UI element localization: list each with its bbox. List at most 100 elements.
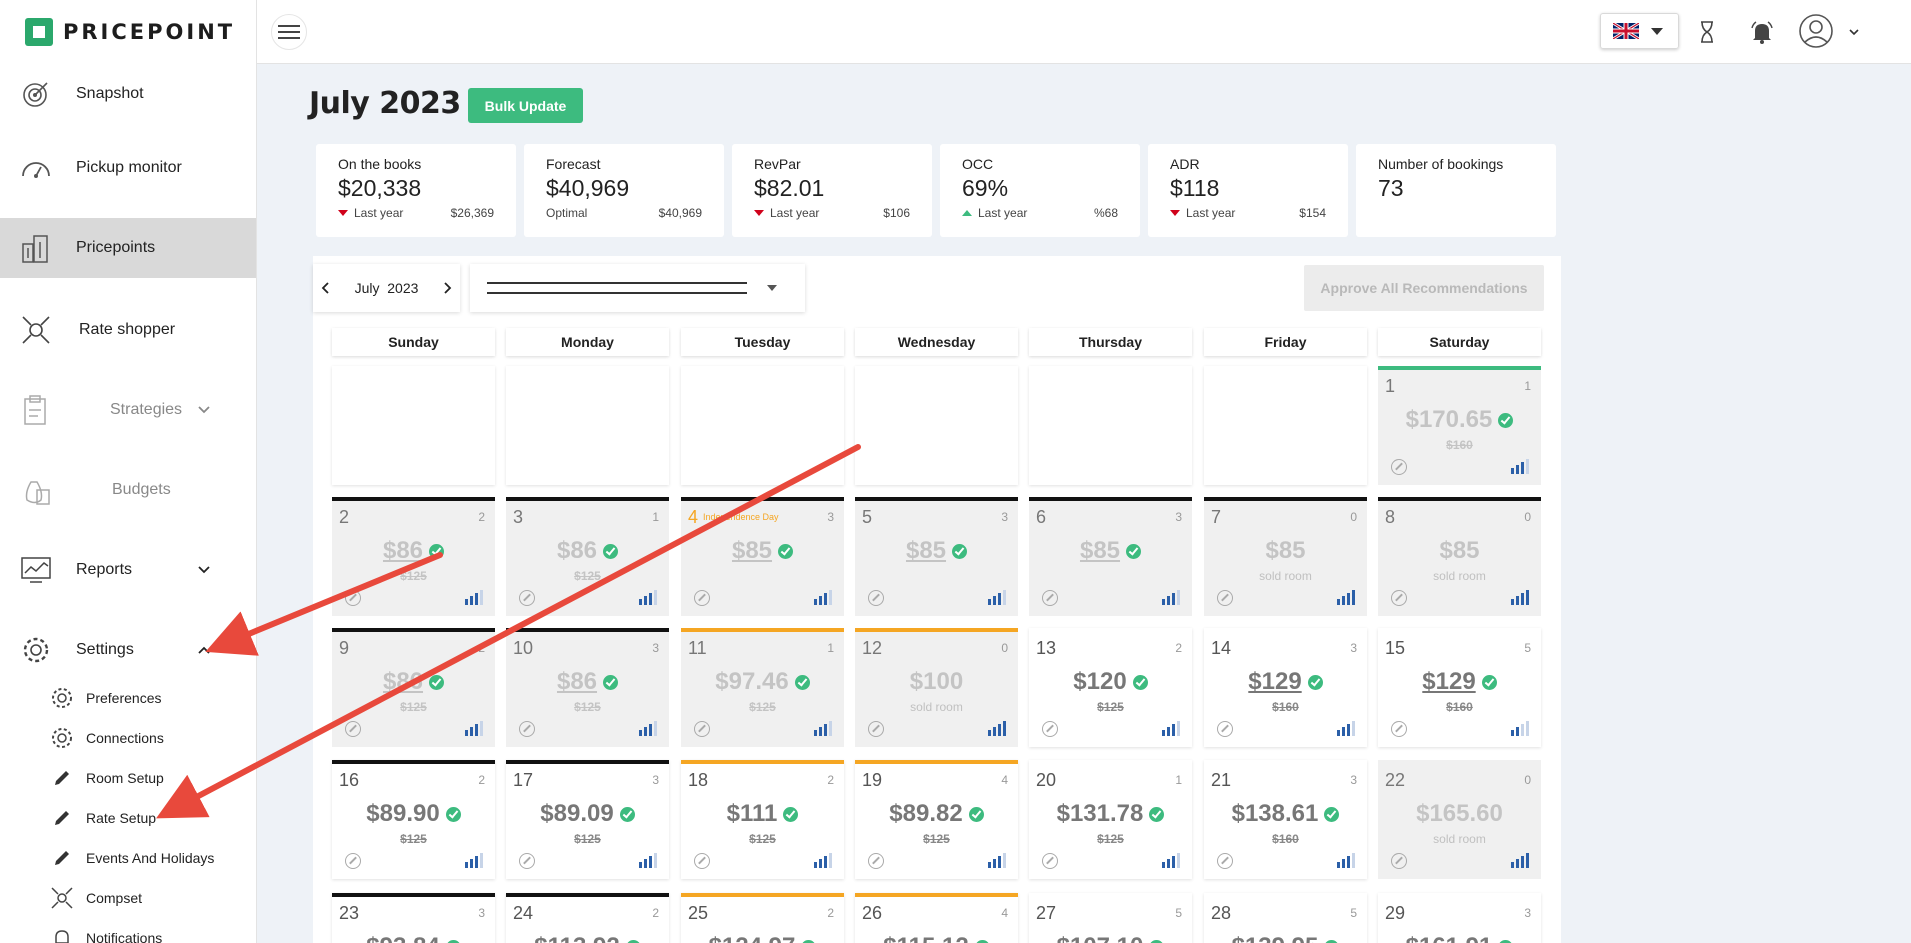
recommended-price[interactable]: $165.60 [1416,800,1503,827]
check-circle-icon[interactable] [778,543,794,559]
check-circle-icon[interactable] [1324,806,1340,822]
sidebar-item-budgets[interactable]: Budgets [0,460,256,520]
recommended-price[interactable]: $129 [1422,668,1476,695]
calendar-day-cell[interactable]: 20 1 $131.78 $125 [1029,760,1192,879]
calendar-day-cell[interactable]: 6 3 $85 [1029,497,1192,616]
calendar-day-cell[interactable]: 24 2 $113.92 [506,893,669,943]
calendar-day-cell[interactable]: 23 3 $93.84 [332,893,495,943]
calendar-day-cell[interactable]: 10 3 $86 $125 [506,628,669,747]
check-circle-icon[interactable] [429,543,445,559]
recommended-price[interactable]: $100 [909,668,964,695]
recommended-price[interactable]: $138.61 [1231,800,1319,827]
calendar-day-cell[interactable]: 14 3 $129 $160 [1204,628,1367,747]
recommended-price[interactable]: $89.09 [540,800,614,827]
calendar-day-cell[interactable]: 12 0 $100 sold room [855,628,1018,747]
check-circle-icon[interactable] [1324,939,1340,943]
sidebar-subitem-rate-setup[interactable]: Rate Setup [50,804,156,832]
recommended-price[interactable]: $86 [382,537,424,564]
recommended-price[interactable]: $97.46 [715,668,789,695]
check-circle-icon[interactable] [974,939,990,943]
calendar-day-cell[interactable]: 7 0 $85 sold room [1204,497,1367,616]
calendar-day-cell[interactable]: 18 2 $111 $125 [681,760,844,879]
calendar-day-cell[interactable]: 19 4 $89.82 $125 [855,760,1018,879]
sidebar-subitem-notifications[interactable]: Notifications [50,924,162,943]
calendar-day-cell[interactable]: 1 1 $170.65 $160 [1378,366,1541,485]
sidebar-subitem-room-setup[interactable]: Room Setup [50,764,164,792]
check-circle-icon[interactable] [1498,939,1514,943]
recommended-price[interactable]: $111 [726,800,778,827]
calendar-day-cell[interactable]: 26 4 $115.12 [855,893,1018,943]
edit-price-icon[interactable] [694,853,710,869]
check-circle-icon[interactable] [1498,412,1514,428]
calendar-day-cell[interactable]: 3 1 $86 $125 [506,497,669,616]
edit-price-icon[interactable] [1217,721,1233,737]
check-circle-icon[interactable] [783,806,799,822]
check-circle-icon[interactable] [801,939,817,943]
check-circle-icon[interactable] [619,806,635,822]
recommended-price[interactable]: $85 [731,537,773,564]
check-circle-icon[interactable] [1126,543,1142,559]
recommended-price[interactable]: $93.84 [366,933,439,943]
edit-price-icon[interactable] [868,721,884,737]
calendar-day-cell[interactable]: 8 0 $85 sold room [1378,497,1541,616]
notifications-button[interactable] [1744,14,1780,50]
recommended-price[interactable]: $120 [1073,668,1127,695]
check-circle-icon[interactable] [445,939,461,943]
edit-price-icon[interactable] [519,721,535,737]
check-circle-icon[interactable] [952,543,968,559]
sidebar-item-pricepoints[interactable]: Pricepoints [0,218,256,278]
recommended-price[interactable]: $89.90 [366,800,440,827]
check-circle-icon[interactable] [968,806,984,822]
edit-price-icon[interactable] [1042,590,1058,606]
edit-price-icon[interactable] [1391,590,1407,606]
recommended-price[interactable]: $107.10 [1057,933,1144,943]
sidebar-subitem-preferences[interactable]: Preferences [50,684,161,712]
edit-price-icon[interactable] [345,590,361,606]
edit-price-icon[interactable] [1217,853,1233,869]
prev-month-button[interactable] [313,264,339,312]
check-circle-icon[interactable] [1481,674,1497,690]
calendar-day-cell[interactable]: 5 3 $85 [855,497,1018,616]
recommended-price[interactable]: $86 [556,537,598,564]
next-month-button[interactable] [434,264,460,312]
calendar-day-cell[interactable]: 28 5 $139.95 [1204,893,1367,943]
calendar-day-cell[interactable]: 17 3 $89.09 $125 [506,760,669,879]
edit-price-icon[interactable] [1391,721,1407,737]
calendar-day-cell[interactable]: 29 3 $161.91 [1378,893,1541,943]
edit-price-icon[interactable] [868,590,884,606]
recommended-price[interactable]: $139.95 [1232,933,1319,943]
sidebar-item-rate-shopper[interactable]: Rate shopper [0,300,256,360]
hamburger-menu-button[interactable] [271,14,307,50]
calendar-day-cell[interactable]: 16 2 $89.90 $125 [332,760,495,879]
check-circle-icon[interactable] [429,674,445,690]
sidebar-item-snapshot[interactable]: Snapshot [0,64,256,124]
calendar-day-cell[interactable]: 4 3 Independence Day $85 [681,497,844,616]
calendar-day-cell[interactable]: 21 3 $138.61 $160 [1204,760,1367,879]
check-circle-icon[interactable] [1307,674,1323,690]
recommended-price[interactable]: $85 [905,537,947,564]
check-circle-icon[interactable] [1149,939,1165,943]
check-circle-icon[interactable] [625,939,641,943]
calendar-day-cell[interactable]: 15 5 $129 $160 [1378,628,1541,747]
recommended-price[interactable]: $85 [1079,537,1121,564]
sidebar-subitem-connections[interactable]: Connections [50,724,164,752]
logo[interactable]: PRICEPOINT [25,18,235,46]
sidebar-item-settings[interactable]: Settings [0,620,256,680]
recommended-price[interactable]: $170.65 [1405,406,1493,433]
calendar-day-cell[interactable]: 22 0 $165.60 sold room [1378,760,1541,879]
calendar-day-cell[interactable]: 9 2 $86 $125 [332,628,495,747]
check-circle-icon[interactable] [445,806,461,822]
check-circle-icon[interactable] [603,674,619,690]
edit-price-icon[interactable] [519,853,535,869]
user-avatar-button[interactable] [1797,12,1835,50]
calendar-day-cell[interactable]: 27 5 $107.10 [1029,893,1192,943]
room-type-select[interactable] [470,264,805,312]
edit-price-icon[interactable] [345,721,361,737]
check-circle-icon[interactable] [1149,806,1165,822]
sidebar-item-strategies[interactable]: Strategies [0,380,256,440]
recommended-price[interactable]: $113.92 [534,933,619,943]
edit-price-icon[interactable] [1217,590,1233,606]
edit-price-icon[interactable] [1042,721,1058,737]
user-menu-chevron[interactable] [1844,14,1864,50]
recommended-price[interactable]: $115.12 [883,933,968,943]
